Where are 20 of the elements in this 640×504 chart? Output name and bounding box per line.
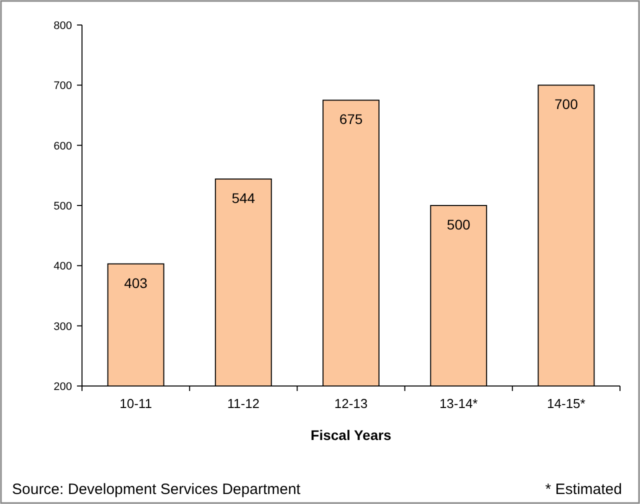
x-tick-label: 10-11 [120,396,152,411]
y-tick-label: 200 [54,381,72,393]
x-axis-title: Fiscal Years [310,427,392,443]
data-label: 544 [232,190,256,206]
data-label: 675 [339,111,363,128]
x-tick-label: 13-14* [439,396,478,411]
y-tick-label: 400 [54,260,72,273]
y-tick-label: 300 [54,320,72,333]
x-tick-label: 14-15* [547,396,586,411]
y-tick-label: 500 [54,200,72,212]
x-tick-label: 11-12 [227,396,260,411]
data-label: 700 [554,96,578,112]
y-tick-label: 800 [54,20,72,32]
y-tick-label: 600 [54,140,72,152]
source-note: Source: Development Services Department [12,481,302,498]
text: * Estimated [545,481,622,498]
data-label: 403 [124,274,148,291]
data-label: 500 [446,216,470,232]
x-tick-label: 12-13 [334,396,368,411]
y-tick-label: 700 [54,80,72,92]
